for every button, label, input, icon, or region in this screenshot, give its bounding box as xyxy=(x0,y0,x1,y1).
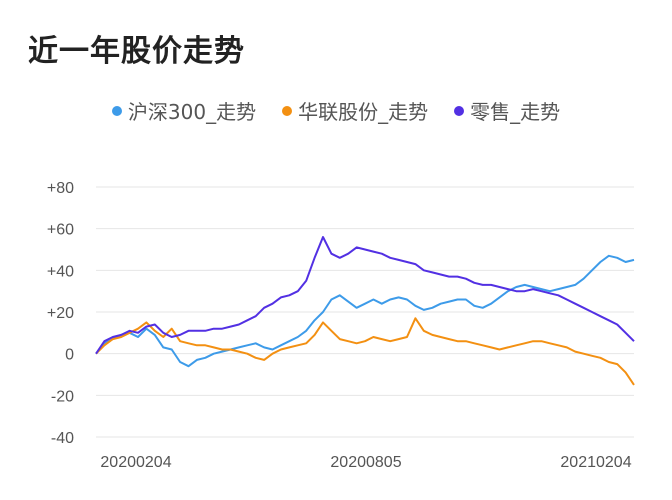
series-line-2 xyxy=(95,236,635,355)
x-tick-label: 20210204 xyxy=(560,454,631,471)
series-line-1 xyxy=(95,317,635,386)
legend-item-hualian[interactable]: 华联股份_走势 xyxy=(282,96,428,125)
y-tick-label: -20 xyxy=(51,388,74,405)
chart-legend: 沪深300_走势 华联股份_走势 零售_走势 xyxy=(0,96,672,125)
series-lines xyxy=(95,236,635,386)
series-line-0 xyxy=(95,254,635,368)
y-tick-label: +20 xyxy=(47,305,74,322)
legend-dot-retail xyxy=(454,105,465,116)
legend-label-hualian: 华联股份_走势 xyxy=(298,100,429,124)
y-axis-ticks: +80 +60 +40 +20 0 -20 -40 xyxy=(47,180,74,447)
x-axis-ticks: 20200204 20200805 20210204 xyxy=(100,454,631,471)
y-tick-label: +60 xyxy=(47,222,74,239)
y-tick-label: +40 xyxy=(47,263,74,280)
y-tick-label: 0 xyxy=(65,347,74,364)
legend-item-retail[interactable]: 零售_走势 xyxy=(454,96,560,125)
gridlines xyxy=(96,186,634,438)
x-tick-label: 20200805 xyxy=(330,454,401,471)
legend-dot-hualian xyxy=(282,105,293,116)
page-title: 近一年股价走势 xyxy=(28,34,245,69)
legend-label-retail: 零售_走势 xyxy=(470,100,561,124)
legend-item-hs300[interactable]: 沪深300_走势 xyxy=(111,96,257,125)
x-tick-label: 20200204 xyxy=(100,454,171,471)
legend-label-hs300: 沪深300_走势 xyxy=(127,100,257,124)
legend-dot-hs300 xyxy=(111,105,122,116)
y-tick-label: -40 xyxy=(51,430,74,447)
y-tick-label: +80 xyxy=(47,180,74,197)
